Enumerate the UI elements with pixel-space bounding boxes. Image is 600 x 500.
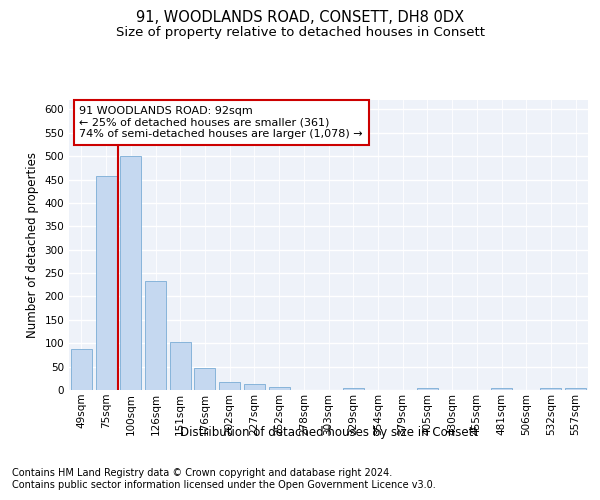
Bar (244, 384, 265, 390)
Y-axis label: Number of detached properties: Number of detached properties (26, 152, 39, 338)
Bar (541, 388, 562, 390)
Bar (194, 368, 215, 390)
Bar (491, 388, 512, 390)
Bar (219, 382, 240, 390)
Bar (565, 388, 586, 390)
Text: Contains HM Land Registry data © Crown copyright and database right 2024.: Contains HM Land Registry data © Crown c… (12, 468, 392, 477)
Bar (120, 156, 141, 390)
Bar (71, 349, 92, 390)
Text: Size of property relative to detached houses in Consett: Size of property relative to detached ho… (115, 26, 485, 39)
Bar (95, 176, 116, 390)
Text: 91 WOODLANDS ROAD: 92sqm
← 25% of detached houses are smaller (361)
74% of semi-: 91 WOODLANDS ROAD: 92sqm ← 25% of detach… (79, 106, 363, 139)
Text: Distribution of detached houses by size in Consett: Distribution of detached houses by size … (180, 426, 478, 439)
Bar (145, 280, 166, 390)
Bar (343, 388, 364, 390)
Bar (417, 388, 438, 390)
Text: Contains public sector information licensed under the Open Government Licence v3: Contains public sector information licen… (12, 480, 436, 490)
Bar (269, 386, 290, 390)
Text: 91, WOODLANDS ROAD, CONSETT, DH8 0DX: 91, WOODLANDS ROAD, CONSETT, DH8 0DX (136, 10, 464, 25)
Bar (170, 342, 191, 390)
